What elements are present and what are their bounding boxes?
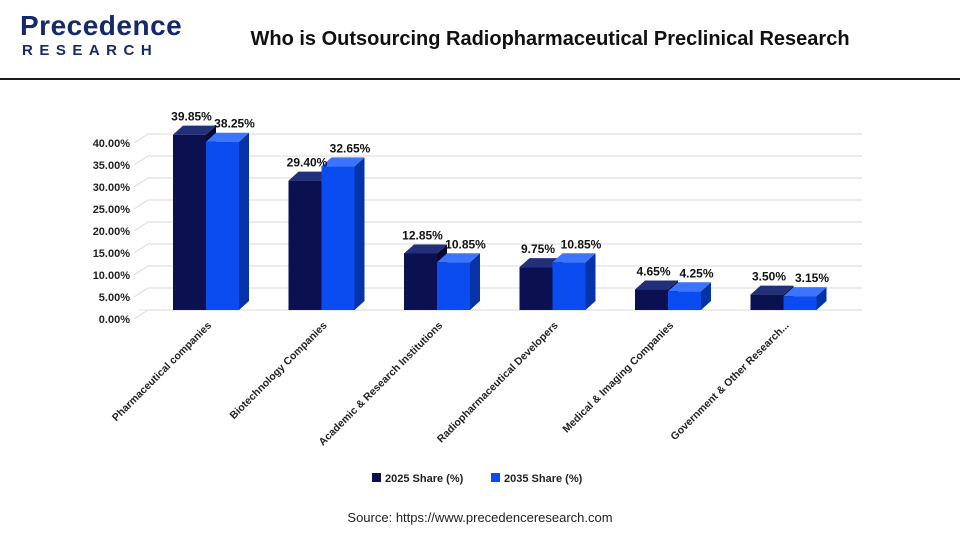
bar [288, 171, 332, 310]
data-label: 3.50% [752, 270, 786, 284]
bar-front [173, 134, 206, 310]
gridline-depth [133, 265, 149, 276]
bar-front [635, 289, 668, 310]
bar [206, 132, 249, 310]
bar-side [816, 287, 827, 310]
y-tick-label: 40.00% [93, 138, 131, 150]
data-label: 4.65% [636, 265, 670, 279]
bar [321, 157, 365, 310]
bar-chart: 0.00% 5.00% 10.00% 15.00% 20.00% 25.00% 30.00%… [93, 110, 862, 485]
legend: 2025 Share (%) 2035 Share (%) [372, 473, 583, 485]
bar-top [750, 285, 794, 295]
bar [783, 287, 827, 310]
legend-swatch [372, 473, 381, 482]
bar-side [585, 253, 596, 310]
header-divider [0, 78, 960, 80]
bar [552, 253, 596, 310]
logo-wordmark: Precedence [20, 10, 183, 41]
bar-front [321, 166, 355, 310]
y-tick-label: 35.00% [93, 160, 131, 172]
legend-label: 2035 Share (%) [504, 473, 583, 485]
data-label: 29.40% [287, 156, 328, 170]
source-note: Source: https://www.precedenceresearch.c… [347, 510, 613, 525]
bar-front [437, 262, 470, 310]
data-label: 38.25% [214, 117, 255, 131]
bar-side [354, 157, 365, 310]
x-tick-label: Pharmaceutical companies [110, 320, 214, 424]
bar-top [783, 287, 827, 297]
data-label: 32.65% [330, 141, 371, 155]
data-label: 10.85% [561, 237, 602, 251]
bar-top [321, 157, 365, 167]
gridline-depth [133, 221, 149, 232]
data-label: 3.15% [795, 271, 829, 285]
bar-front [783, 296, 817, 310]
data-label: 9.75% [521, 242, 555, 256]
gridline-depth [133, 243, 149, 254]
bar-top [552, 253, 596, 263]
brand-logo: Precedence RESEARCH [20, 10, 182, 62]
gridlines [133, 133, 862, 320]
bar [668, 282, 711, 310]
bar-top [206, 132, 249, 142]
bar [437, 253, 480, 310]
chart-title: Who is Outsourcing Radiopharmaceutical P… [250, 28, 850, 50]
y-tick-label: 5.00% [99, 292, 130, 304]
y-tick-label: 30.00% [93, 182, 131, 194]
y-axis-ticks: 0.00% 5.00% 10.00% 15.00% 20.00% 25.00% 30.00%… [93, 138, 131, 326]
data-label: 39.85% [171, 110, 212, 124]
y-tick-label: 15.00% [93, 248, 131, 260]
gridline-depth [133, 309, 149, 320]
data-label: 4.25% [679, 266, 713, 280]
gridline-depth [133, 177, 149, 188]
bar-side [470, 253, 480, 310]
bar-top [404, 244, 447, 254]
legend-label: 2025 Share (%) [385, 473, 464, 485]
bar-front [404, 253, 437, 310]
x-tick-label: Radiopharmaceutical Developers [435, 320, 561, 446]
gridline-depth [133, 199, 149, 210]
gridline-depth [133, 155, 149, 166]
x-tick-label: Government & Other Research... [668, 320, 791, 443]
bar-side [701, 282, 711, 310]
x-tick-label: Biotechnology Companies [227, 320, 329, 422]
bar-top [437, 253, 480, 263]
bar-top [288, 171, 332, 181]
data-labels: 39.85%38.25%29.40%32.65%12.85%10.85% 9.75… [171, 110, 829, 285]
bar-front [750, 294, 784, 310]
logo-subword: RESEARCH [22, 42, 159, 59]
data-label: 10.85% [445, 237, 486, 251]
bar-front [288, 180, 322, 310]
y-tick-label: 25.00% [93, 204, 131, 216]
bar-front [519, 267, 553, 310]
bar-top [173, 125, 216, 135]
bar-front [552, 262, 586, 310]
x-axis-labels: Pharmaceutical companies Biotechnology Co… [110, 320, 792, 449]
y-tick-label: 0.00% [99, 314, 130, 326]
bar-front [206, 141, 239, 310]
bar-front [668, 291, 701, 310]
legend-swatch [491, 473, 500, 482]
bar-top [635, 280, 678, 290]
bar-top [519, 258, 563, 268]
gridline-depth [133, 287, 149, 298]
x-tick-label: Academic & Research Institutions [317, 320, 446, 449]
bars [173, 125, 827, 310]
y-tick-label: 10.00% [93, 270, 131, 282]
bar-side [239, 132, 249, 310]
bar-top [668, 282, 711, 292]
y-tick-label: 20.00% [93, 226, 131, 238]
data-label: 12.85% [402, 228, 443, 242]
x-tick-label: Medical & Imaging Companies [560, 320, 676, 436]
gridline-depth [133, 133, 149, 144]
